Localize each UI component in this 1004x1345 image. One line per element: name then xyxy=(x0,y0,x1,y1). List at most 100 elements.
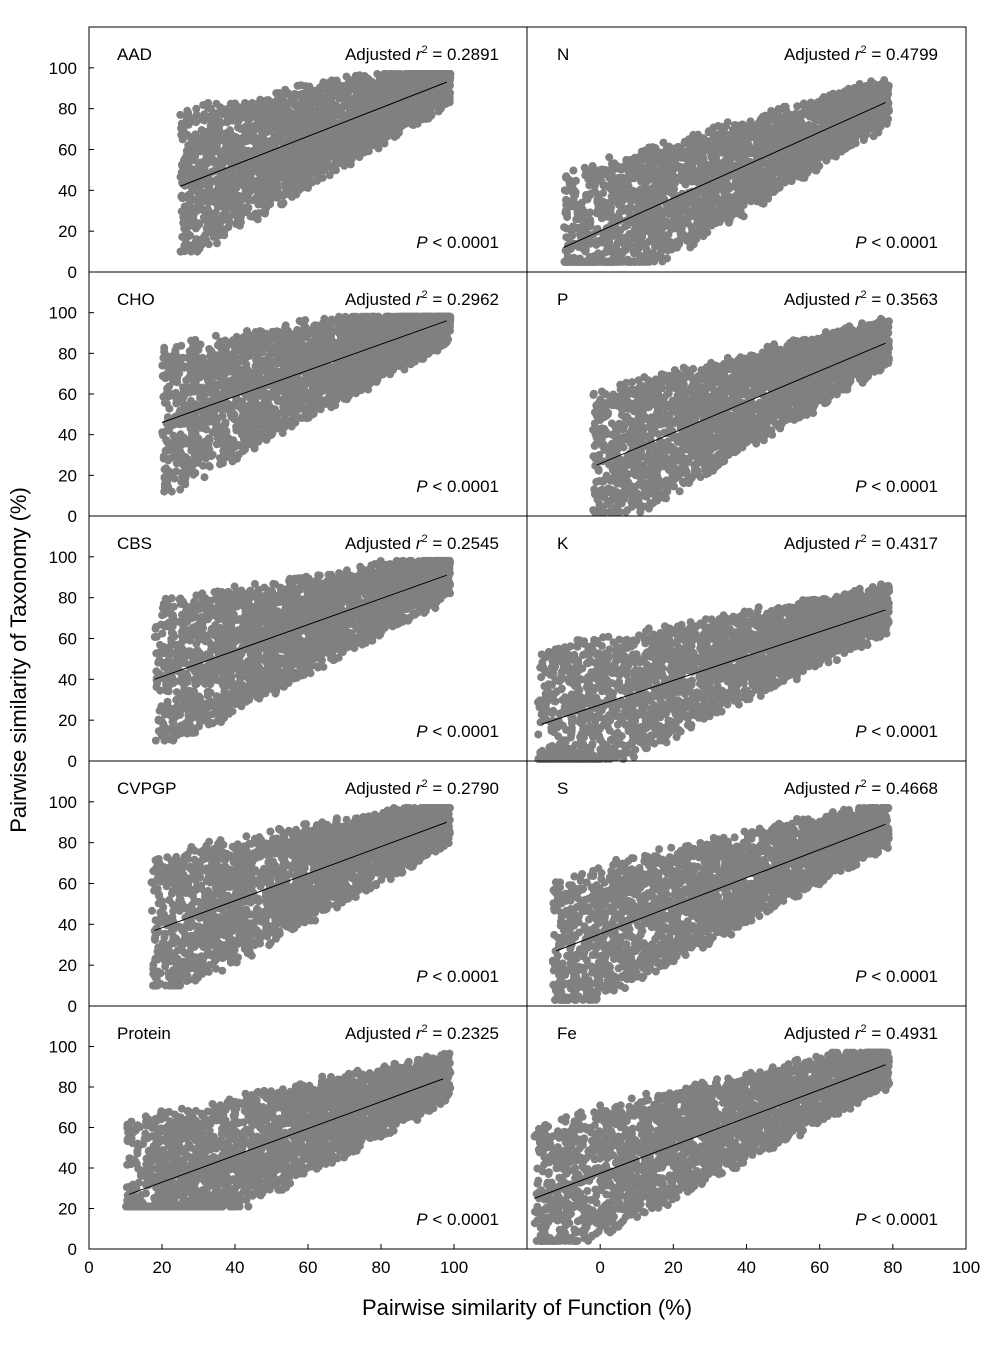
point xyxy=(758,188,766,196)
point-cloud xyxy=(176,70,454,256)
point xyxy=(605,153,613,161)
point xyxy=(276,149,284,157)
point xyxy=(202,231,210,239)
point xyxy=(215,181,223,189)
point xyxy=(185,167,193,175)
point xyxy=(834,148,842,156)
point xyxy=(329,127,337,135)
point xyxy=(648,184,656,192)
point xyxy=(333,92,341,100)
point xyxy=(395,128,403,136)
point xyxy=(406,102,414,110)
point xyxy=(323,113,331,121)
point xyxy=(197,168,205,176)
point xyxy=(183,111,191,119)
point xyxy=(724,118,732,126)
point xyxy=(215,202,223,210)
point xyxy=(314,170,322,178)
y-tick-label: 0 xyxy=(68,263,77,282)
point xyxy=(326,171,334,179)
point xyxy=(262,113,270,121)
point xyxy=(388,122,396,130)
point xyxy=(204,99,212,107)
point xyxy=(310,160,318,168)
point xyxy=(249,183,257,191)
point xyxy=(259,157,267,165)
point xyxy=(597,177,605,185)
y-tick-label: 20 xyxy=(58,222,77,241)
point xyxy=(244,106,252,114)
point xyxy=(261,205,269,213)
point xyxy=(299,100,307,108)
point xyxy=(852,139,860,147)
point xyxy=(679,235,687,243)
point xyxy=(264,96,272,104)
point xyxy=(259,193,267,201)
point xyxy=(712,219,720,227)
point xyxy=(243,127,251,135)
panel-label: AAD xyxy=(117,45,152,64)
point xyxy=(177,248,185,256)
point xyxy=(287,98,295,106)
point xyxy=(270,151,278,159)
point xyxy=(313,90,321,98)
point xyxy=(415,101,423,109)
point xyxy=(204,217,212,225)
point xyxy=(181,122,189,130)
point xyxy=(381,131,389,139)
point xyxy=(233,146,241,154)
point xyxy=(702,195,710,203)
point xyxy=(848,130,856,138)
point xyxy=(309,122,317,130)
point xyxy=(363,90,371,98)
point xyxy=(192,105,200,113)
point xyxy=(185,191,193,199)
point xyxy=(187,221,195,229)
point xyxy=(276,134,284,142)
point xyxy=(829,90,837,98)
point xyxy=(439,91,447,99)
point xyxy=(179,135,187,143)
point xyxy=(653,190,661,198)
point xyxy=(378,84,386,92)
point xyxy=(287,162,295,170)
point xyxy=(179,171,187,179)
point xyxy=(375,144,383,152)
point xyxy=(189,241,197,249)
point xyxy=(423,97,431,105)
point xyxy=(614,239,622,247)
point xyxy=(575,243,583,251)
point xyxy=(692,203,700,211)
point xyxy=(584,195,592,203)
point xyxy=(330,165,338,173)
y-tick-label: 80 xyxy=(58,100,77,119)
point xyxy=(820,93,828,101)
point xyxy=(782,104,790,112)
point xyxy=(618,194,626,202)
point xyxy=(305,167,313,175)
point xyxy=(240,114,248,122)
point xyxy=(263,128,271,136)
p-label: P xyxy=(416,233,428,252)
point xyxy=(344,141,352,149)
point xyxy=(586,208,594,216)
p-value: < 0.0001 xyxy=(428,233,499,252)
point xyxy=(320,83,328,91)
point xyxy=(428,111,436,119)
point xyxy=(226,126,234,134)
point xyxy=(577,234,585,242)
point xyxy=(213,125,221,133)
point xyxy=(674,174,682,182)
point xyxy=(442,70,450,78)
point xyxy=(373,70,381,78)
point xyxy=(408,84,416,92)
point xyxy=(341,102,349,110)
point xyxy=(218,110,226,118)
point xyxy=(788,170,796,178)
point xyxy=(335,156,343,164)
point xyxy=(236,196,244,204)
point xyxy=(402,111,410,119)
point xyxy=(200,195,208,203)
